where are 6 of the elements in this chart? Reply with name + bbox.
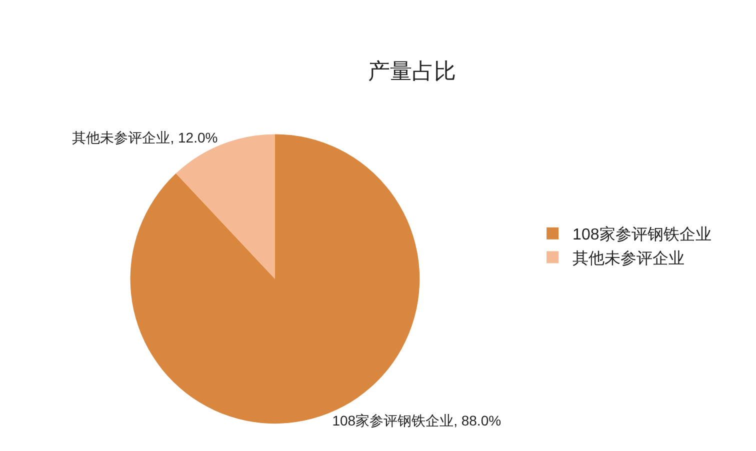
legend-label: 其他未参评企业 [572, 249, 685, 268]
legend-label: 108家参评钢铁企业 [572, 226, 712, 244]
chart-title: 产量占比 [368, 58, 456, 84]
data-label: 其他未参评企业, 12.0% [72, 129, 218, 146]
pie-slice [176, 134, 275, 279]
data-label: 108家参评钢铁企业, 88.0% [332, 412, 502, 428]
